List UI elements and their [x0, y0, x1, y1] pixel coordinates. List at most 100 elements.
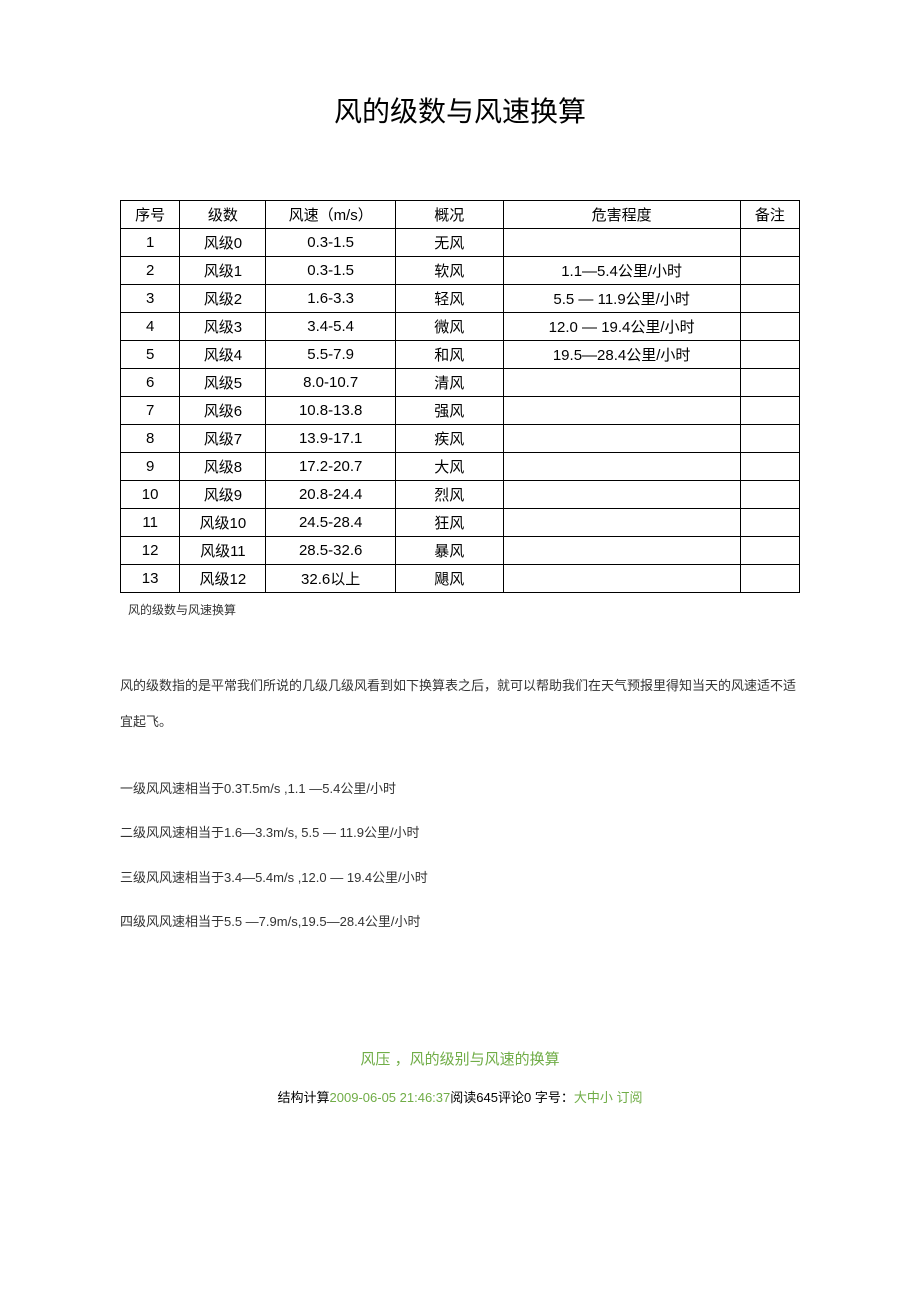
level-line-3: 三级风风速相当于3.4—5.4m/s ,12.0 — 19.4公里/小时	[120, 860, 800, 896]
table-caption: 风的级数与风速换算	[120, 601, 800, 618]
meta-reads: 645	[476, 1090, 498, 1105]
table-row: 3风级21.6-3.3轻风5.5 — 11.9公里/小时	[121, 285, 800, 313]
table-cell: 风级0	[180, 229, 266, 257]
th-desc: 概况	[395, 201, 503, 229]
table-cell: 风级4	[180, 341, 266, 369]
intro-paragraph: 风的级数指的是平常我们所说的几级几级风看到如下换算表之后，就可以帮助我们在天气预…	[120, 668, 800, 741]
table-cell: 13.9-17.1	[266, 425, 395, 453]
meta-prefix: 结构计算	[278, 1090, 330, 1105]
meta-font-label: 字号：	[531, 1090, 574, 1105]
wind-table: 序号 级数 风速（m/s） 概况 危害程度 备注 1风级00.3-1.5无风2风…	[120, 200, 800, 593]
level-line-1: 一级风风速相当于0.3T.5m/s ,1.1 —5.4公里/小时	[120, 771, 800, 807]
table-cell: 飓风	[395, 565, 503, 593]
table-cell: 5	[121, 341, 180, 369]
table-cell: 0.3-1.5	[266, 229, 395, 257]
table-cell	[740, 341, 799, 369]
table-cell: 5.5-7.9	[266, 341, 395, 369]
meta-subscribe[interactable]: 订阅	[616, 1090, 642, 1105]
table-row: 5风级45.5-7.9和风19.5—28.4公里/小时	[121, 341, 800, 369]
th-seq: 序号	[121, 201, 180, 229]
page-title: 风的级数与风速换算	[120, 90, 800, 130]
table-row: 10风级920.8-24.4烈风	[121, 481, 800, 509]
table-cell: 软风	[395, 257, 503, 285]
table-cell: 1	[121, 229, 180, 257]
table-cell: 风级11	[180, 537, 266, 565]
table-cell: 1.1—5.4公里/小时	[503, 257, 740, 285]
table-cell: 大风	[395, 453, 503, 481]
th-note: 备注	[740, 201, 799, 229]
table-cell: 9	[121, 453, 180, 481]
table-cell: 19.5—28.4公里/小时	[503, 341, 740, 369]
table-cell: 10	[121, 481, 180, 509]
table-cell: 28.5-32.6	[266, 537, 395, 565]
table-cell	[740, 313, 799, 341]
table-cell	[503, 509, 740, 537]
table-cell: 17.2-20.7	[266, 453, 395, 481]
table-cell: 清风	[395, 369, 503, 397]
table-cell: 3	[121, 285, 180, 313]
table-cell: 12	[121, 537, 180, 565]
table-cell: 4	[121, 313, 180, 341]
table-cell: 5.5 — 11.9公里/小时	[503, 285, 740, 313]
table-row: 8风级713.9-17.1疾风	[121, 425, 800, 453]
table-row: 7风级610.8-13.8强风	[121, 397, 800, 425]
table-cell: 6	[121, 369, 180, 397]
table-cell: 8	[121, 425, 180, 453]
table-cell	[503, 229, 740, 257]
table-cell: 微风	[395, 313, 503, 341]
table-cell	[503, 453, 740, 481]
th-danger: 危害程度	[503, 201, 740, 229]
table-cell	[503, 565, 740, 593]
table-cell	[740, 285, 799, 313]
th-speed: 风速（m/s）	[266, 201, 395, 229]
table-cell	[503, 481, 740, 509]
table-cell: 24.5-28.4	[266, 509, 395, 537]
table-cell	[503, 397, 740, 425]
table-cell: 风级3	[180, 313, 266, 341]
level-line-2: 二级风风速相当于1.6—3.3m/s, 5.5 — 11.9公里/小时	[120, 815, 800, 851]
meta-datetime: 2009-06-05 21:46:37	[330, 1090, 451, 1105]
table-cell: 风级7	[180, 425, 266, 453]
table-cell: 11	[121, 509, 180, 537]
table-row: 4风级33.4-5.4微风12.0 — 19.4公里/小时	[121, 313, 800, 341]
meta-comments-label: 评论	[498, 1090, 524, 1105]
table-row: 11风级1024.5-28.4狂风	[121, 509, 800, 537]
table-cell: 3.4-5.4	[266, 313, 395, 341]
spacer	[120, 948, 800, 1048]
table-cell: 风级12	[180, 565, 266, 593]
table-cell: 疾风	[395, 425, 503, 453]
table-cell: 12.0 — 19.4公里/小时	[503, 313, 740, 341]
table-cell: 10.8-13.8	[266, 397, 395, 425]
table-cell	[503, 537, 740, 565]
table-cell: 风级5	[180, 369, 266, 397]
table-cell: 狂风	[395, 509, 503, 537]
table-cell: 13	[121, 565, 180, 593]
table-cell: 无风	[395, 229, 503, 257]
table-row: 13风级1232.6以上飓风	[121, 565, 800, 593]
meta-line: 结构计算2009-06-05 21:46:37阅读645评论0 字号：大中小 订…	[120, 1087, 800, 1106]
table-row: 12风级1128.5-32.6暴风	[121, 537, 800, 565]
table-cell: 风级1	[180, 257, 266, 285]
table-row: 6风级58.0-10.7清风	[121, 369, 800, 397]
table-cell: 32.6以上	[266, 565, 395, 593]
table-cell: 强风	[395, 397, 503, 425]
table-cell: 烈风	[395, 481, 503, 509]
table-cell	[740, 229, 799, 257]
table-cell: 2	[121, 257, 180, 285]
table-cell: 风级6	[180, 397, 266, 425]
level-line-4: 四级风风速相当于5.5 —7.9m/s,19.5—28.4公里/小时	[120, 904, 800, 940]
table-cell	[740, 509, 799, 537]
subtitle: 风压 ，风的级别与风速的换算	[120, 1048, 800, 1069]
table-cell: 0.3-1.5	[266, 257, 395, 285]
table-cell: 轻风	[395, 285, 503, 313]
th-level: 级数	[180, 201, 266, 229]
table-row: 9风级817.2-20.7大风	[121, 453, 800, 481]
table-cell	[740, 369, 799, 397]
table-cell: 和风	[395, 341, 503, 369]
table-row: 1风级00.3-1.5无风	[121, 229, 800, 257]
table-cell: 风级2	[180, 285, 266, 313]
table-cell: 风级10	[180, 509, 266, 537]
table-cell: 风级8	[180, 453, 266, 481]
table-cell	[740, 425, 799, 453]
meta-font-options[interactable]: 大中小	[574, 1090, 617, 1105]
